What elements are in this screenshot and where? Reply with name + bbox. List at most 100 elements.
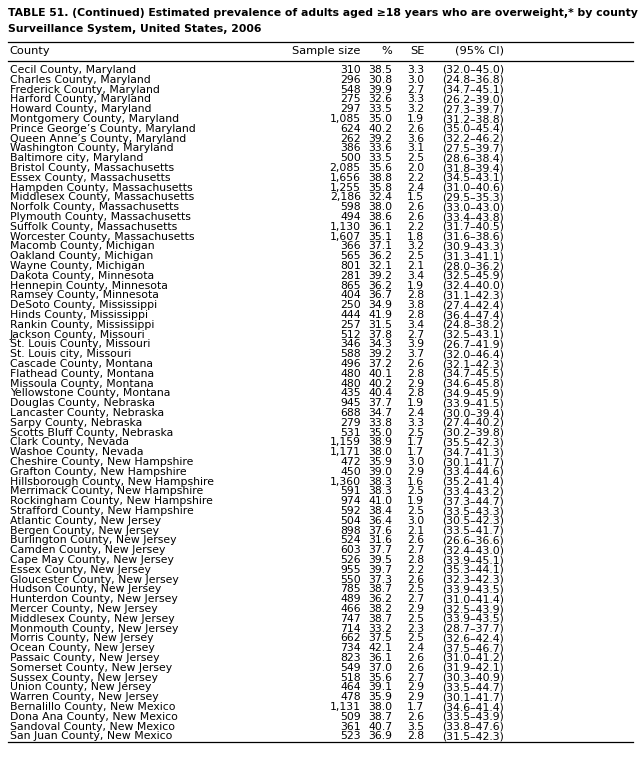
Text: (33.9–41.5): (33.9–41.5) xyxy=(442,398,504,408)
Text: 37.1: 37.1 xyxy=(368,241,392,251)
Text: 40.7: 40.7 xyxy=(368,722,392,732)
Text: (27.4–40.2): (27.4–40.2) xyxy=(442,417,504,428)
Text: 1,607: 1,607 xyxy=(329,231,361,241)
Text: 444: 444 xyxy=(340,310,361,320)
Text: 39.7: 39.7 xyxy=(368,565,392,575)
Text: Washington County, Maryland: Washington County, Maryland xyxy=(10,143,173,153)
Text: Dakota County, Minnesota: Dakota County, Minnesota xyxy=(10,271,154,281)
Text: 38.7: 38.7 xyxy=(368,584,392,594)
Text: (35.2–41.4): (35.2–41.4) xyxy=(442,477,504,487)
Text: 38.9: 38.9 xyxy=(368,437,392,447)
Text: (32.4–40.0): (32.4–40.0) xyxy=(442,281,504,291)
Text: 2.9: 2.9 xyxy=(407,692,424,702)
Text: 2.0: 2.0 xyxy=(407,163,424,173)
Text: Hunterdon County, New Jersey: Hunterdon County, New Jersey xyxy=(10,594,178,604)
Text: 2.9: 2.9 xyxy=(407,682,424,692)
Text: Yellowstone County, Montana: Yellowstone County, Montana xyxy=(10,389,170,398)
Text: 624: 624 xyxy=(340,124,361,134)
Text: (32.3–42.3): (32.3–42.3) xyxy=(442,575,504,584)
Text: 1.6: 1.6 xyxy=(407,477,424,487)
Text: 2.6: 2.6 xyxy=(407,359,424,369)
Text: Atlantic County, New Jersey: Atlantic County, New Jersey xyxy=(10,516,161,526)
Text: 32.4: 32.4 xyxy=(368,192,392,203)
Text: (33.0–43.0): (33.0–43.0) xyxy=(442,202,504,213)
Text: 35.6: 35.6 xyxy=(368,163,392,173)
Text: 2.9: 2.9 xyxy=(407,379,424,389)
Text: Suffolk County, Massachusetts: Suffolk County, Massachusetts xyxy=(10,222,177,231)
Text: 662: 662 xyxy=(340,634,361,644)
Text: 2.5: 2.5 xyxy=(407,614,424,624)
Text: Hennepin County, Minnesota: Hennepin County, Minnesota xyxy=(10,281,167,291)
Text: (28.7–37.7): (28.7–37.7) xyxy=(442,624,504,634)
Text: 518: 518 xyxy=(340,672,361,682)
Text: Surveillance System, United States, 2006: Surveillance System, United States, 2006 xyxy=(8,24,262,33)
Text: 734: 734 xyxy=(340,643,361,653)
Text: (30.9–43.3): (30.9–43.3) xyxy=(442,241,504,251)
Text: Charles County, Maryland: Charles County, Maryland xyxy=(10,75,151,85)
Text: 2.8: 2.8 xyxy=(407,291,424,301)
Text: Wayne County, Michigan: Wayne County, Michigan xyxy=(10,261,144,271)
Text: (29.5–35.3): (29.5–35.3) xyxy=(442,192,504,203)
Text: (27.3–39.7): (27.3–39.7) xyxy=(442,104,504,114)
Text: Bristol County, Massachusetts: Bristol County, Massachusetts xyxy=(10,163,174,173)
Text: 35.8: 35.8 xyxy=(368,183,392,193)
Text: 2.5: 2.5 xyxy=(407,153,424,163)
Text: Bergen County, New Jersey: Bergen County, New Jersey xyxy=(10,525,159,536)
Text: 38.6: 38.6 xyxy=(368,212,392,222)
Text: (33.9–43.5): (33.9–43.5) xyxy=(442,614,504,624)
Text: 34.9: 34.9 xyxy=(368,301,392,310)
Text: 3.2: 3.2 xyxy=(407,241,424,251)
Text: Merrimack County, New Hampshire: Merrimack County, New Hampshire xyxy=(10,487,203,496)
Text: Warren County, New Jersey: Warren County, New Jersey xyxy=(10,692,158,702)
Text: 32.1: 32.1 xyxy=(368,261,392,271)
Text: 281: 281 xyxy=(340,271,361,281)
Text: Howard County, Maryland: Howard County, Maryland xyxy=(10,104,151,114)
Text: 1.7: 1.7 xyxy=(407,702,424,712)
Text: (34.7–45.5): (34.7–45.5) xyxy=(442,369,504,379)
Text: 2.8: 2.8 xyxy=(407,389,424,398)
Text: 38.7: 38.7 xyxy=(368,712,392,722)
Text: 297: 297 xyxy=(340,104,361,114)
Text: 35.9: 35.9 xyxy=(368,457,392,467)
Text: 509: 509 xyxy=(340,712,361,722)
Text: 2.8: 2.8 xyxy=(407,555,424,565)
Text: 2.4: 2.4 xyxy=(407,408,424,418)
Text: (35.3–44.1): (35.3–44.1) xyxy=(442,565,504,575)
Text: 257: 257 xyxy=(340,320,361,330)
Text: 531: 531 xyxy=(340,427,361,438)
Text: 38.8: 38.8 xyxy=(368,173,392,183)
Text: (34.5–43.1): (34.5–43.1) xyxy=(442,173,504,183)
Text: (28.6–38.4): (28.6–38.4) xyxy=(442,153,504,163)
Text: Union County, New Jersey: Union County, New Jersey xyxy=(10,682,151,692)
Text: 366: 366 xyxy=(340,241,361,251)
Text: (31.5–42.3): (31.5–42.3) xyxy=(442,732,504,742)
Text: 37.0: 37.0 xyxy=(368,663,392,672)
Text: 588: 588 xyxy=(340,349,361,359)
Text: 3.3: 3.3 xyxy=(407,65,424,75)
Text: 3.4: 3.4 xyxy=(407,320,424,330)
Text: Gloucester County, New Jersey: Gloucester County, New Jersey xyxy=(10,575,178,584)
Text: 36.2: 36.2 xyxy=(368,594,392,604)
Text: Lancaster County, Nebraska: Lancaster County, Nebraska xyxy=(10,408,164,418)
Text: Hinds County, Mississippi: Hinds County, Mississippi xyxy=(10,310,147,320)
Text: 33.6: 33.6 xyxy=(368,143,392,153)
Text: Sussex County, New Jersey: Sussex County, New Jersey xyxy=(10,672,158,682)
Text: 1.7: 1.7 xyxy=(407,447,424,457)
Text: 275: 275 xyxy=(340,94,361,105)
Text: 1.9: 1.9 xyxy=(407,114,424,124)
Text: 38.0: 38.0 xyxy=(368,702,392,712)
Text: 38.3: 38.3 xyxy=(368,487,392,496)
Text: (32.5–43.1): (32.5–43.1) xyxy=(442,329,504,339)
Text: 2.6: 2.6 xyxy=(407,663,424,672)
Text: (30.1–41.7): (30.1–41.7) xyxy=(442,457,504,467)
Text: (32.0–46.4): (32.0–46.4) xyxy=(442,349,504,359)
Text: 714: 714 xyxy=(340,624,361,634)
Text: 35.9: 35.9 xyxy=(368,692,392,702)
Text: Hudson County, New Jersey: Hudson County, New Jersey xyxy=(10,584,161,594)
Text: 823: 823 xyxy=(340,653,361,663)
Text: 42.1: 42.1 xyxy=(368,643,392,653)
Text: 39.2: 39.2 xyxy=(368,134,392,143)
Text: (32.2–46.2): (32.2–46.2) xyxy=(442,134,504,143)
Text: 2.2: 2.2 xyxy=(407,565,424,575)
Text: (30.5–42.3): (30.5–42.3) xyxy=(442,516,504,526)
